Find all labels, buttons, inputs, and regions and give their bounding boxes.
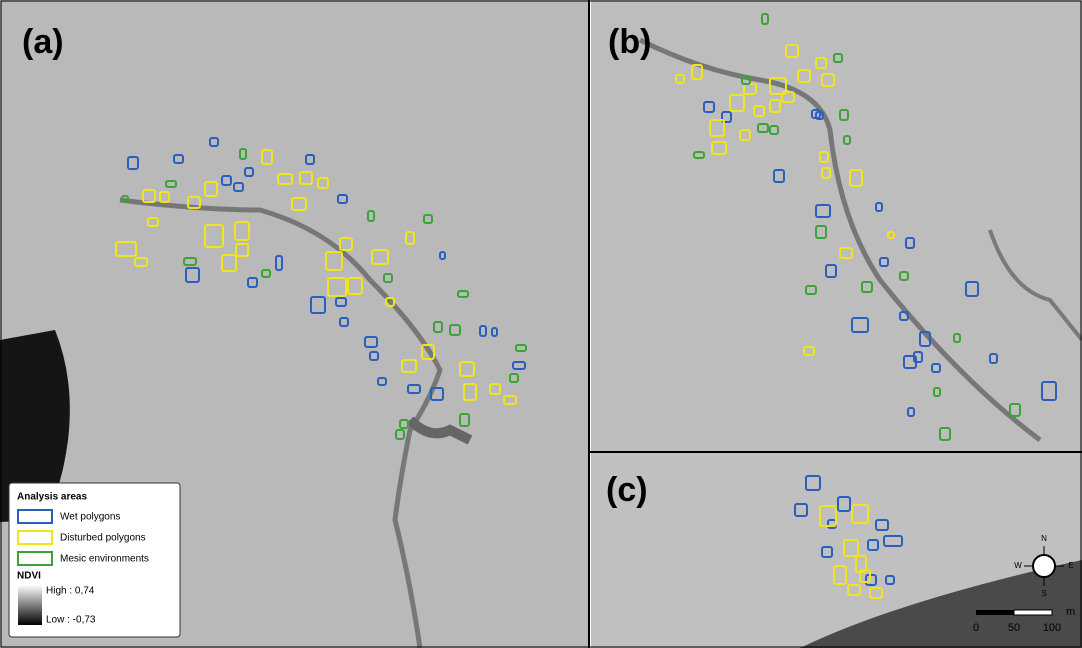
scale-label: 100: [1043, 622, 1061, 634]
ndvi-low: Low : -0,73: [46, 615, 96, 626]
scale-label: 0: [973, 622, 979, 634]
scale-segment: [976, 610, 1014, 615]
scale-unit: m: [1066, 606, 1075, 618]
legend-item: Disturbed polygons: [60, 533, 146, 544]
panel-b-background: [591, 0, 1082, 451]
compass-w: W: [1014, 561, 1022, 570]
legend: Analysis areas Wet polygons Disturbed po…: [9, 483, 180, 637]
panel-label: (a): [22, 23, 64, 61]
scale-segment: [1014, 610, 1052, 615]
legend-item: Mesic environments: [60, 554, 149, 565]
compass-s: S: [1041, 589, 1046, 598]
panel-label: (c): [606, 471, 648, 509]
map-figure: (a) (b) (c) Analysis areas Wet polygons …: [0, 0, 1082, 648]
compass-n: N: [1041, 534, 1047, 543]
ndvi-high: High : 0,74: [46, 586, 95, 597]
panel-label: (b): [608, 23, 651, 61]
legend-item: Wet polygons: [60, 512, 120, 523]
ndvi-ramp: [18, 585, 42, 625]
ndvi-title: NDVI: [17, 571, 41, 582]
compass-ring: [1033, 555, 1055, 577]
legend-title: Analysis areas: [17, 492, 87, 503]
compass-e: E: [1068, 561, 1073, 570]
scale-label: 50: [1008, 622, 1020, 634]
